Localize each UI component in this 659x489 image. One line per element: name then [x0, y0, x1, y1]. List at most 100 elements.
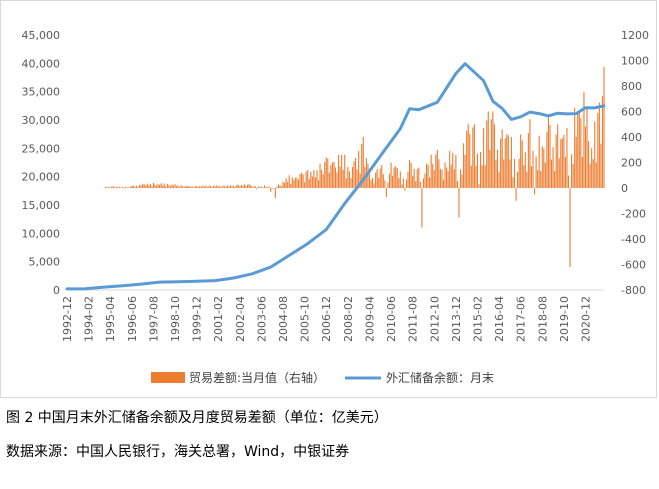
trade-balance-bar [214, 186, 216, 188]
trade-balance-bar [592, 159, 594, 188]
y-left-tick-label: 5,000 [29, 256, 61, 269]
trade-balance-bar [588, 140, 590, 188]
trade-balance-bar [433, 170, 435, 188]
x-tick-label: 2010-06 [385, 296, 398, 342]
trade-balance-bar [325, 157, 327, 188]
trade-balance-bar [341, 154, 343, 188]
trade-balance-bar [447, 171, 449, 188]
y-right-tick-label: -800 [621, 284, 646, 297]
trade-balance-bar [504, 138, 506, 188]
trade-balance-bar [550, 159, 553, 188]
trade-balance-bar [481, 165, 483, 188]
trade-balance-bar [552, 147, 554, 188]
trade-balance-bar [245, 186, 247, 188]
trade-balance-bar [388, 173, 391, 188]
trade-balance-bar [344, 154, 346, 188]
trade-balance-bar [540, 171, 542, 188]
trade-balance-bar [192, 187, 195, 188]
trade-balance-bar [162, 185, 164, 188]
trade-balance-bar [243, 184, 246, 188]
trade-balance-bar [191, 186, 193, 188]
trade-balance-bar [375, 172, 377, 188]
trade-balance-bar [267, 187, 269, 188]
y-left-tick-label: 25,000 [22, 142, 61, 155]
trade-balance-bar [429, 177, 431, 188]
legend-label-bars: 贸易差额:当月值（右轴） [189, 370, 325, 385]
y-right-tick-label: -200 [621, 208, 646, 221]
trade-balance-bar [294, 177, 296, 188]
trade-balance-bar [413, 168, 415, 189]
trade-balance-bar [421, 188, 423, 228]
trade-balance-bar [169, 185, 171, 188]
trade-balance-bar [362, 137, 364, 188]
trade-balance-bar [483, 128, 485, 188]
trade-balance-bar [574, 107, 576, 188]
trade-balance-bar [475, 166, 477, 188]
trade-balance-bar [277, 184, 279, 188]
trade-balance-bar [463, 143, 465, 189]
x-tick-label: 2001-02 [212, 296, 225, 342]
trade-balance-bar [194, 186, 196, 188]
trade-balance-bar [390, 162, 392, 188]
trade-balance-bar [422, 178, 425, 188]
trade-balance-bar [149, 183, 151, 188]
trade-balance-bar [601, 96, 604, 188]
y-right-tick-label: -600 [621, 259, 646, 272]
trade-balance-bar [473, 124, 475, 188]
trade-balance-bar [378, 177, 380, 188]
trade-balance-bar [179, 186, 181, 188]
trade-balance-bar [284, 182, 286, 188]
trade-balance-bar [271, 188, 273, 189]
trade-balance-bar [452, 152, 454, 188]
trade-balance-bar [595, 162, 597, 188]
x-tick-label: 2003-06 [255, 296, 268, 342]
trade-balance-bar [231, 186, 233, 188]
trade-balance-bar [330, 165, 332, 188]
trade-balance-bar [125, 186, 127, 188]
trade-balance-bar [213, 185, 215, 188]
trade-balance-bar [461, 174, 463, 188]
trade-balance-bar [134, 186, 136, 188]
trade-balance-bar [347, 167, 349, 188]
trade-balance-bar [296, 177, 298, 188]
trade-balance-bar [155, 185, 158, 188]
trade-balance-bar [580, 118, 582, 188]
trade-balance-bar [356, 169, 358, 188]
trade-balance-bar [446, 167, 448, 188]
x-tick-label: 2005-10 [299, 296, 312, 342]
figure-source: 数据来源：中国人民银行，海关总署，Wind，中银证券 [6, 444, 350, 460]
x-tick-label: 2017-06 [515, 296, 528, 342]
trade-balance-bar [523, 165, 525, 188]
trade-balance-bar [401, 184, 403, 188]
trade-balance-bar [200, 186, 202, 188]
trade-balance-bar [128, 187, 130, 189]
trade-balance-bar [496, 149, 499, 188]
trade-balance-bar [439, 168, 441, 189]
trade-balance-bar [373, 183, 375, 188]
trade-balance-bar [305, 171, 307, 188]
trade-balance-bar [114, 187, 116, 188]
trade-balance-bar [263, 185, 266, 188]
trade-balance-bar [131, 186, 133, 188]
trade-balance-bar [280, 186, 283, 188]
trade-balance-bar [322, 174, 324, 188]
trade-balance-bar [517, 171, 519, 188]
trade-balance-bar [230, 185, 232, 188]
trade-balance-bar [575, 136, 577, 188]
trade-balance-bar [260, 186, 262, 188]
trade-balance-bar [534, 188, 536, 195]
trade-balance-bar [196, 186, 198, 188]
trade-balance-bar [566, 128, 568, 188]
trade-balance-bar [311, 176, 313, 188]
trade-balance-bar [328, 172, 330, 188]
trade-balance-bar [112, 186, 114, 188]
y-right-tick-label: 1000 [621, 55, 649, 68]
trade-balance-bar [174, 184, 176, 188]
trade-balance-bar [268, 186, 270, 188]
chart-frame: 0 5,000 10,000 15,000 20,000 25,000 30,000 35,0… [0, 0, 657, 398]
trade-balance-bar [594, 121, 596, 188]
trade-balance-bar [405, 179, 408, 188]
trade-balance-bar [478, 184, 480, 188]
trade-balance-bar [142, 184, 144, 188]
trade-balance-bar [206, 187, 208, 188]
